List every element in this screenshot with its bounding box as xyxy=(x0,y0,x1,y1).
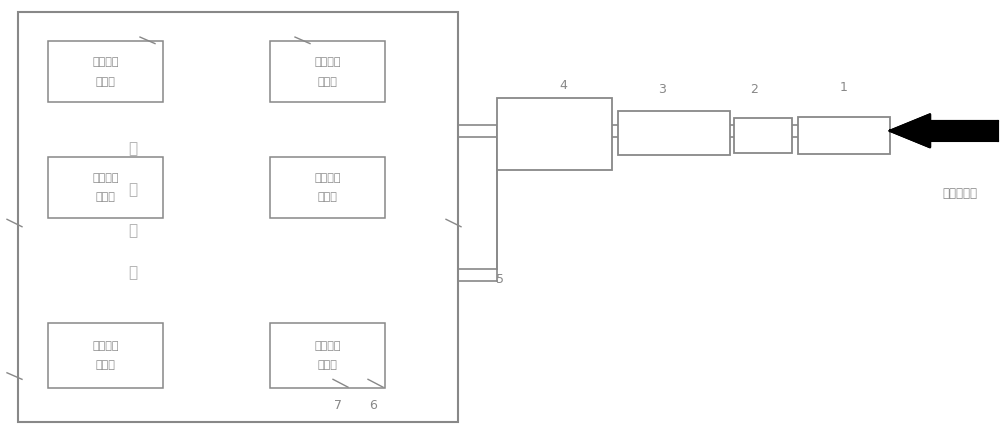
Text: 2: 2 xyxy=(750,83,758,96)
Text: 传感器: 传感器 xyxy=(96,77,115,86)
Bar xyxy=(48,157,163,218)
Text: 4: 4 xyxy=(559,78,567,92)
Bar xyxy=(48,41,163,102)
Text: 1: 1 xyxy=(840,81,848,94)
Text: 二氧化碳: 二氧化碳 xyxy=(92,341,119,351)
Text: 工: 工 xyxy=(128,224,137,238)
Bar xyxy=(798,117,890,154)
Text: 5: 5 xyxy=(496,272,504,286)
Bar xyxy=(270,323,385,388)
Text: 传感器: 传感器 xyxy=(318,192,337,202)
Text: 二氧化碳: 二氧化碳 xyxy=(92,58,119,67)
Bar xyxy=(270,157,385,218)
Text: 植: 植 xyxy=(128,141,137,156)
Text: 二氧化碳: 二氧化碳 xyxy=(314,173,341,183)
Bar xyxy=(18,12,458,422)
Polygon shape xyxy=(890,115,998,147)
Bar xyxy=(734,118,792,153)
Text: 传感器: 传感器 xyxy=(96,360,115,370)
Bar xyxy=(497,98,612,170)
Text: 传感器: 传感器 xyxy=(96,192,115,202)
Text: 7: 7 xyxy=(334,399,342,412)
Text: 6: 6 xyxy=(369,399,377,412)
Text: 二氧化碳: 二氧化碳 xyxy=(314,58,341,67)
Text: 3: 3 xyxy=(658,83,666,96)
Text: 传感器: 传感器 xyxy=(318,360,337,370)
Text: 物: 物 xyxy=(128,182,137,197)
Text: 传感器: 传感器 xyxy=(318,77,337,86)
Text: 电厂净烟气: 电厂净烟气 xyxy=(942,187,978,201)
Text: 二氧化碳: 二氧化碳 xyxy=(92,173,119,183)
Bar xyxy=(270,41,385,102)
Text: 二氧化碳: 二氧化碳 xyxy=(314,341,341,351)
Bar xyxy=(618,111,730,155)
Bar xyxy=(48,323,163,388)
Text: 厂: 厂 xyxy=(128,265,137,280)
